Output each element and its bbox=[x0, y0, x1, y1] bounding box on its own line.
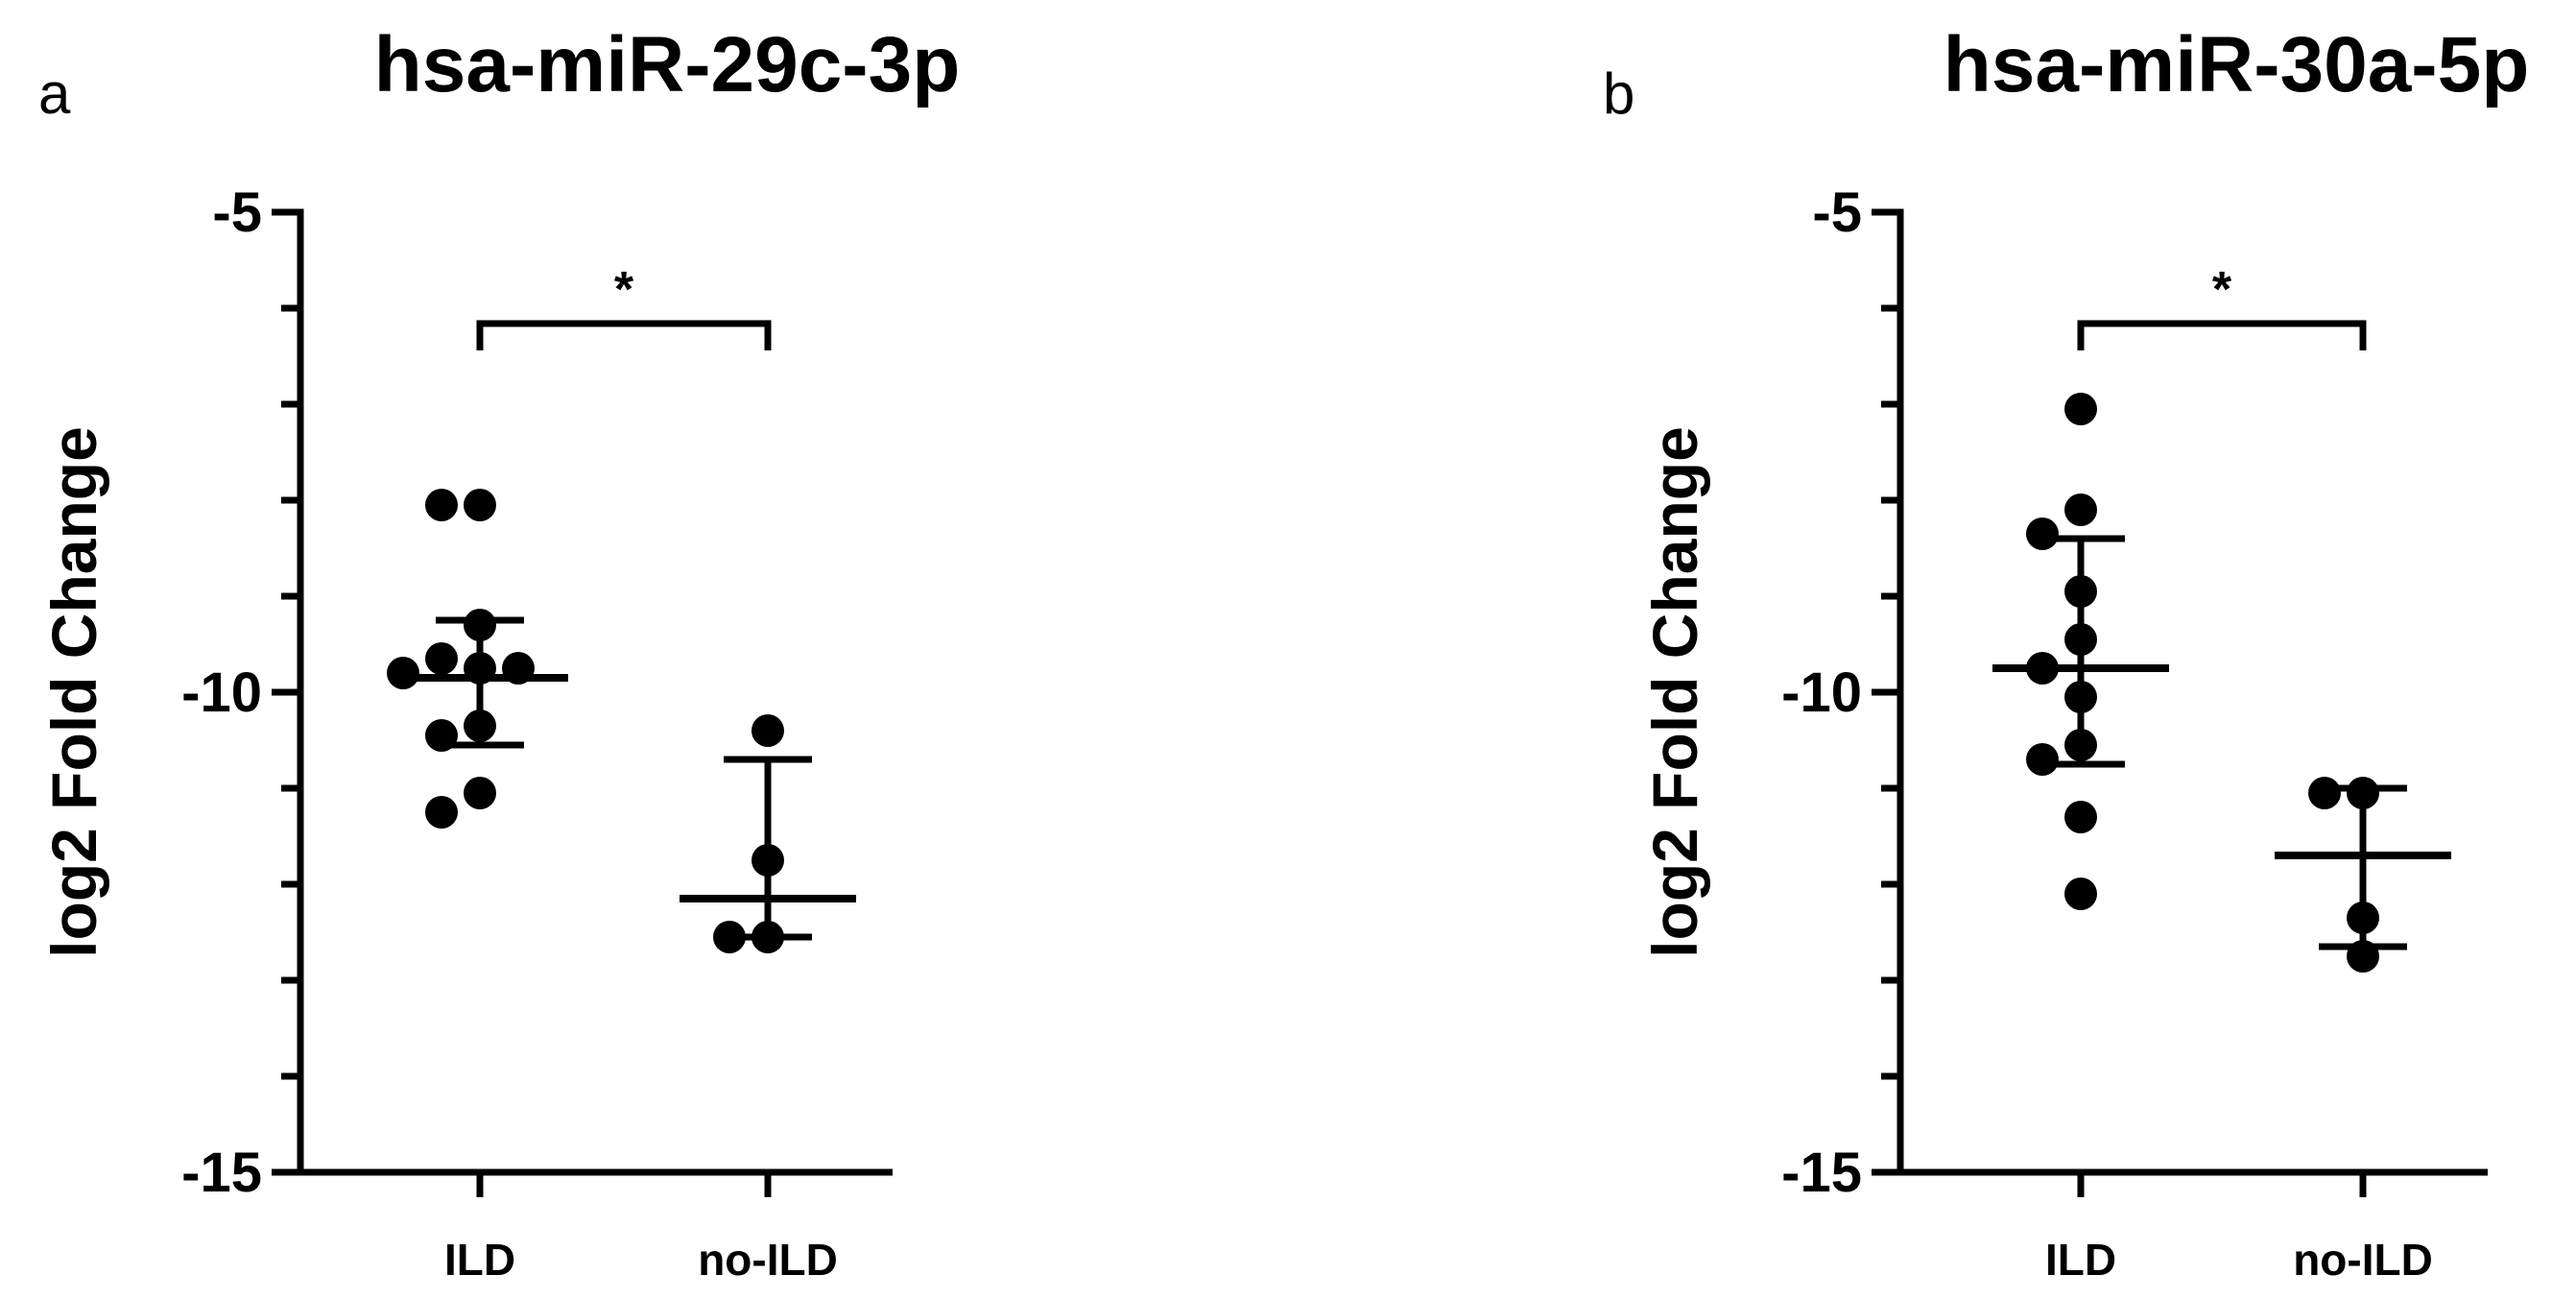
significance-bracket bbox=[2077, 320, 2367, 350]
data-point bbox=[464, 609, 496, 641]
data-point bbox=[464, 710, 496, 742]
x-category-label: no-ILD bbox=[2293, 1235, 2433, 1285]
significance-label: * bbox=[614, 262, 634, 318]
y-tick-label: -10 bbox=[1781, 662, 1862, 724]
data-point bbox=[2026, 652, 2059, 685]
data-point bbox=[425, 796, 458, 829]
data-point bbox=[2064, 575, 2097, 608]
y-axis-label: log2 Fold Change bbox=[38, 426, 109, 958]
x-category-label: ILD bbox=[2045, 1235, 2116, 1285]
data-point bbox=[502, 652, 535, 685]
data-point bbox=[2064, 878, 2097, 910]
data-point bbox=[2064, 623, 2097, 656]
y-tick-label: -15 bbox=[1781, 1142, 1862, 1204]
group-no-ILD bbox=[680, 714, 856, 953]
data-point bbox=[2064, 393, 2097, 425]
data-point bbox=[464, 652, 496, 685]
x-category-label: ILD bbox=[444, 1235, 515, 1285]
data-point bbox=[2026, 743, 2059, 776]
panel-letter: a bbox=[38, 61, 71, 126]
chart-title: hsa-miR-30a-5p bbox=[1944, 21, 2530, 108]
data-point bbox=[2347, 777, 2379, 809]
data-point bbox=[2308, 777, 2341, 809]
data-point bbox=[751, 844, 784, 877]
data-point bbox=[2064, 729, 2097, 761]
data-point bbox=[2026, 517, 2059, 550]
y-axis-label: log2 Fold Change bbox=[1639, 426, 1710, 958]
data-point bbox=[2064, 801, 2097, 833]
data-point bbox=[713, 921, 746, 953]
panel-letter: b bbox=[1603, 61, 1634, 126]
group-no-ILD bbox=[2275, 777, 2451, 973]
data-point bbox=[425, 642, 458, 675]
significance-bracket bbox=[476, 320, 772, 350]
y-tick-label: -5 bbox=[212, 181, 262, 244]
x-category-label: no-ILD bbox=[698, 1235, 838, 1285]
significance-label: * bbox=[2212, 262, 2232, 318]
y-tick-label: -15 bbox=[181, 1142, 262, 1204]
group-ILD bbox=[1992, 393, 2169, 910]
data-point bbox=[425, 489, 458, 521]
data-point bbox=[425, 719, 458, 752]
chart-panel-b: b hsa-miR-30a-5p log2 Fold Change -5 -10 -15 I… bbox=[1603, 21, 2529, 1285]
data-point bbox=[2347, 940, 2379, 973]
data-point bbox=[387, 657, 419, 689]
y-tick-label: -5 bbox=[1812, 181, 1862, 244]
chart-title: hsa-miR-29c-3p bbox=[374, 21, 961, 108]
data-point bbox=[2064, 493, 2097, 526]
y-tick-label: -10 bbox=[181, 662, 262, 724]
data-point bbox=[464, 489, 496, 521]
data-point bbox=[751, 714, 784, 747]
data-point bbox=[2064, 681, 2097, 713]
data-point bbox=[2347, 902, 2379, 934]
group-ILD bbox=[387, 489, 568, 829]
chart-panel-a: a hsa-miR-29c-3p log2 Fold Change -5 -10 -15 I… bbox=[38, 21, 960, 1285]
data-point bbox=[751, 921, 784, 953]
data-point bbox=[464, 777, 496, 809]
